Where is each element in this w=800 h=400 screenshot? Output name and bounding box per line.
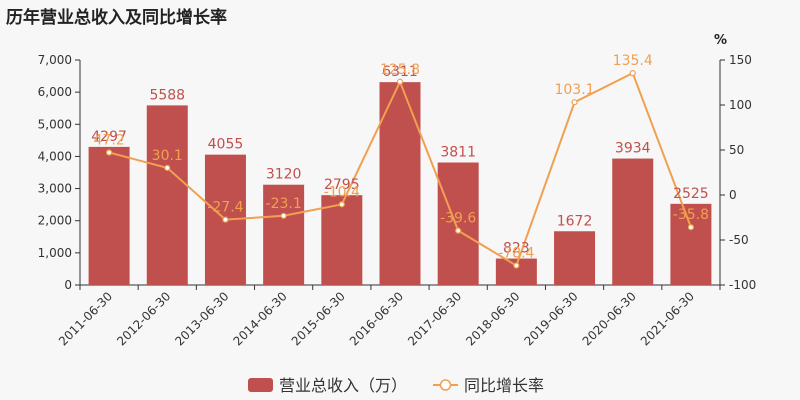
bar-value-label: 2525 [673,186,709,202]
x-tick-label: 2012-06-30 [114,289,173,348]
y-left-tick-label: 4,000 [38,149,72,163]
bar-value-label: 2795 [324,177,360,193]
bars [88,82,712,286]
y-left-tick-label: 3,000 [38,182,72,196]
bar-value-label: 3811 [440,145,476,161]
bar [612,158,654,285]
y-right-tick-label: -50 [729,233,749,247]
y-left-tick-label: 5,000 [38,117,72,131]
x-tick-label: 2019-06-30 [521,289,580,348]
bar-value-label: 4297 [91,129,127,145]
bar-value-label: 5588 [149,87,185,103]
y-left-tick-label: 6,000 [38,85,72,99]
x-tick-label: 2011-06-30 [56,289,115,348]
line-value-label: 30.1 [152,148,183,164]
data-labels: 4297 5588 4055 3120 2795 6311 3811 823 1672 3934 2… [91,53,709,261]
legend-line-marker [439,379,452,391]
y-right-unit: % [714,33,727,48]
line-value-label: -10.4 [324,184,360,200]
line-point [629,70,636,77]
bar-value-label: 1672 [557,213,593,229]
x-tick-label: 2013-06-30 [172,289,231,348]
y-right-tick-label: -100 [729,278,756,292]
line-point [396,78,404,85]
x-tick-label: 2020-06-30 [580,289,639,348]
bar [88,146,130,285]
line-point [513,262,520,269]
y-right-tick-label: 150 [729,53,752,67]
bar-value-label: 3120 [266,167,302,183]
line-value-label: -39.6 [440,211,476,227]
x-tick-label: 2017-06-30 [405,289,464,348]
y-right-tick-label: 0 [729,188,737,202]
bar-value-label: 823 [503,241,530,257]
line-value-label: -35.8 [673,207,709,223]
line-value-label: -23.1 [266,196,302,212]
legend-bar-swatch [248,378,273,392]
bar-value-label: 4055 [208,137,244,153]
x-tick-label: 2018-06-30 [463,289,522,348]
bar-value-label: 3934 [615,141,651,157]
line-value-label: 135.4 [613,53,653,69]
bar [670,203,712,285]
bar [321,195,363,285]
line-value-label: 47.2 [94,133,125,149]
x-tick-label: 2014-06-30 [231,289,290,348]
line-value-label: -78.4 [498,246,534,262]
line-value-label: -27.4 [207,200,243,216]
bar [146,105,188,285]
line-point [222,216,229,223]
y-right-tick-label: 50 [729,143,744,157]
legend-bar-label: 营业总收入（万） [279,376,407,395]
line-point [280,212,287,219]
legend-line-label: 同比增长率 [464,376,544,395]
line-value-label: 103.1 [554,82,594,98]
line-value-label: 125.8 [380,62,420,78]
chart-title: 历年营业总收入及同比增长率 [6,8,227,28]
x-tick-label: 2021-06-30 [638,289,697,348]
x-tick-label: 2015-06-30 [289,289,348,348]
line-series [105,70,695,269]
y-right-tick-label: 100 [729,98,752,112]
line-point [455,227,462,234]
y-left-tick-label: 7,000 [38,53,72,67]
line-point [164,164,171,172]
y-left-tick-label: 1,000 [38,246,72,260]
line-point [105,149,113,156]
bar [263,184,305,285]
bar [437,162,479,285]
y-left-tick-label: 0 [64,278,72,292]
bar-value-label: 6311 [382,64,418,80]
y-left-tick-label: 2,000 [38,214,72,228]
line-point [571,99,578,106]
legend[interactable]: 营业总收入（万） 同比增长率 [248,376,544,395]
x-tick-label: 2016-06-30 [347,289,406,348]
bar [554,231,596,285]
line-point [687,224,695,231]
line-point [338,201,345,208]
